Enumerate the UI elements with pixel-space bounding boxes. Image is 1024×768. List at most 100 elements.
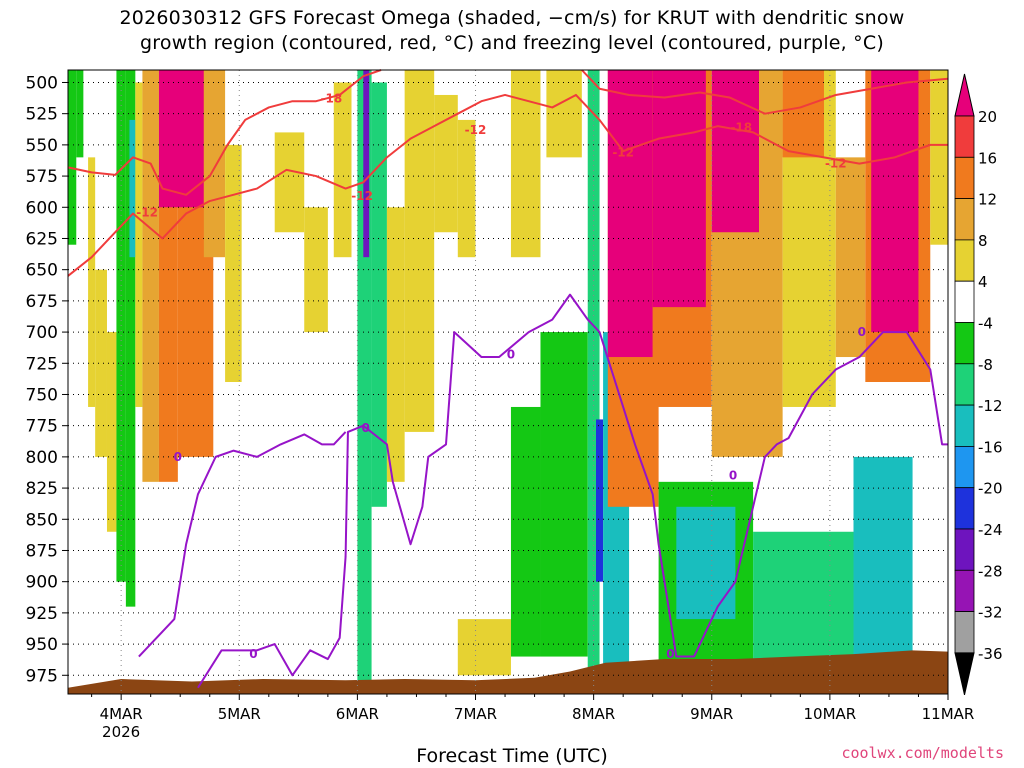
y-tick-label: 650 <box>26 261 58 281</box>
x-tick-label: 4MAR <box>100 705 143 723</box>
x-tick-label: 10MAR <box>804 705 857 723</box>
omega-cell <box>510 406 541 657</box>
colorbar-swatch <box>954 363 975 406</box>
omega-cell <box>68 70 77 245</box>
omega-cell <box>203 70 226 258</box>
y-tick-label: 750 <box>26 385 58 405</box>
y-axis: 500 525 550 575 600 625 650 675 700 725 750 775 800 8… <box>26 73 68 686</box>
y-tick-label: 825 <box>26 479 58 499</box>
colorbar: 20 16 12 8 4 -4 -8 -12 -16 -20 -24 -28 -32 -36 <box>954 73 1003 696</box>
colorbar-label: 4 <box>978 273 988 291</box>
contour-label: 0 <box>729 469 737 483</box>
y-tick-label: 800 <box>26 448 58 468</box>
omega-cell <box>274 132 305 233</box>
contour-label: -12 <box>465 123 487 137</box>
omega-cell <box>76 70 84 158</box>
y-tick-label: 525 <box>26 105 58 125</box>
contour-label: -18 <box>321 92 343 106</box>
colorbar-swatch <box>954 280 975 323</box>
colorbar-swatch <box>954 156 975 200</box>
contour-layer: -18 -12 -12 -12 -12 -18 -12 0 0 0 0 0 0 0 <box>67 69 949 689</box>
y-tick-label: 675 <box>26 292 58 312</box>
omega-cell <box>930 70 948 245</box>
contour-label: 0 <box>858 325 866 339</box>
colorbar-swatch <box>954 487 975 530</box>
omega-cell <box>540 332 588 657</box>
contour-label: -12 <box>351 189 373 203</box>
colorbar-label: -32 <box>978 604 1003 622</box>
omega-cell <box>129 119 136 258</box>
terrain-layer <box>68 650 948 694</box>
omega-cell <box>457 619 511 676</box>
contour-label: -12 <box>825 157 847 171</box>
colorbar-label: 20 <box>978 108 997 126</box>
colorbar-label: -12 <box>978 397 1003 415</box>
omega-cell <box>652 70 706 308</box>
dendritic-contour <box>581 69 949 115</box>
omega-cell <box>546 70 582 158</box>
omega-cell <box>853 456 913 676</box>
omega-cell <box>304 207 328 333</box>
title-line-1: 2026030312 GFS Forecast Omega (shaded, −… <box>119 7 905 29</box>
omega-cell <box>871 70 919 333</box>
omega-cell <box>142 70 159 482</box>
contour-label: 0 <box>361 421 369 435</box>
x-tick-label: 6MAR <box>336 705 379 723</box>
colorbar-swatch <box>954 115 975 158</box>
freezing-level-contour <box>197 293 948 689</box>
y-tick-label: 775 <box>26 417 58 437</box>
colorbar-swatch <box>954 404 975 447</box>
colorbar-label: 12 <box>978 191 997 209</box>
credit-text: coolwx.com/modelts <box>841 744 1004 762</box>
x-tick-label: 7MAR <box>454 705 497 723</box>
omega-cell <box>333 82 352 258</box>
colorbar-label: -28 <box>978 562 1003 580</box>
contour-label: 0 <box>174 450 182 464</box>
colorbar-swatch <box>954 322 975 365</box>
omega-cell <box>835 157 866 358</box>
omega-cell <box>225 144 242 382</box>
omega-cell <box>607 70 653 358</box>
y-tick-label: 875 <box>26 541 58 561</box>
x-tick-label: 9MAR <box>690 705 733 723</box>
y-tick-label: 600 <box>26 198 58 218</box>
omega-cell <box>125 70 136 607</box>
y-tick-label: 900 <box>26 573 58 593</box>
omega-cell <box>386 207 405 482</box>
colorbar-label: -8 <box>978 356 993 374</box>
y-tick-label: 700 <box>26 323 58 343</box>
y-tick-label: 950 <box>26 635 58 655</box>
y-tick-label: 550 <box>26 136 58 156</box>
chart-title: 2026030312 GFS Forecast Omega (shaded, −… <box>0 6 1024 56</box>
omega-cell <box>106 332 117 532</box>
colorbar-label: -24 <box>978 521 1003 539</box>
y-tick-label: 975 <box>26 666 58 686</box>
colorbar-swatch <box>954 611 975 654</box>
colorbar-label: -36 <box>978 645 1003 663</box>
x-tick-label: 5MAR <box>218 705 261 723</box>
x-tick-sublabel: 2026 <box>102 723 140 741</box>
colorbar-swatch <box>954 569 975 612</box>
colorbar-top-arrow <box>954 73 975 117</box>
contour-label: -12 <box>612 145 634 159</box>
omega-cell <box>676 506 736 620</box>
dendritic-contour <box>67 69 382 196</box>
colorbar-swatch <box>954 528 975 571</box>
omega-cell <box>88 157 96 407</box>
x-tick-label: 8MAR <box>572 705 615 723</box>
contour-label: -12 <box>136 205 158 219</box>
y-tick-label: 725 <box>26 354 58 374</box>
contour-label: 0 <box>666 647 674 661</box>
dendritic-contour <box>67 93 948 277</box>
title-line-2: growth region (contoured, red, °C) and f… <box>140 32 884 54</box>
y-tick-label: 925 <box>26 604 58 624</box>
plot-frame <box>67 69 949 695</box>
colorbar-label: -4 <box>978 315 993 333</box>
colorbar-swatch <box>954 239 975 282</box>
colorbar-label: 8 <box>978 232 988 250</box>
y-tick-label: 850 <box>26 510 58 530</box>
contour-label: -18 <box>730 120 752 134</box>
omega-cell <box>363 70 370 258</box>
